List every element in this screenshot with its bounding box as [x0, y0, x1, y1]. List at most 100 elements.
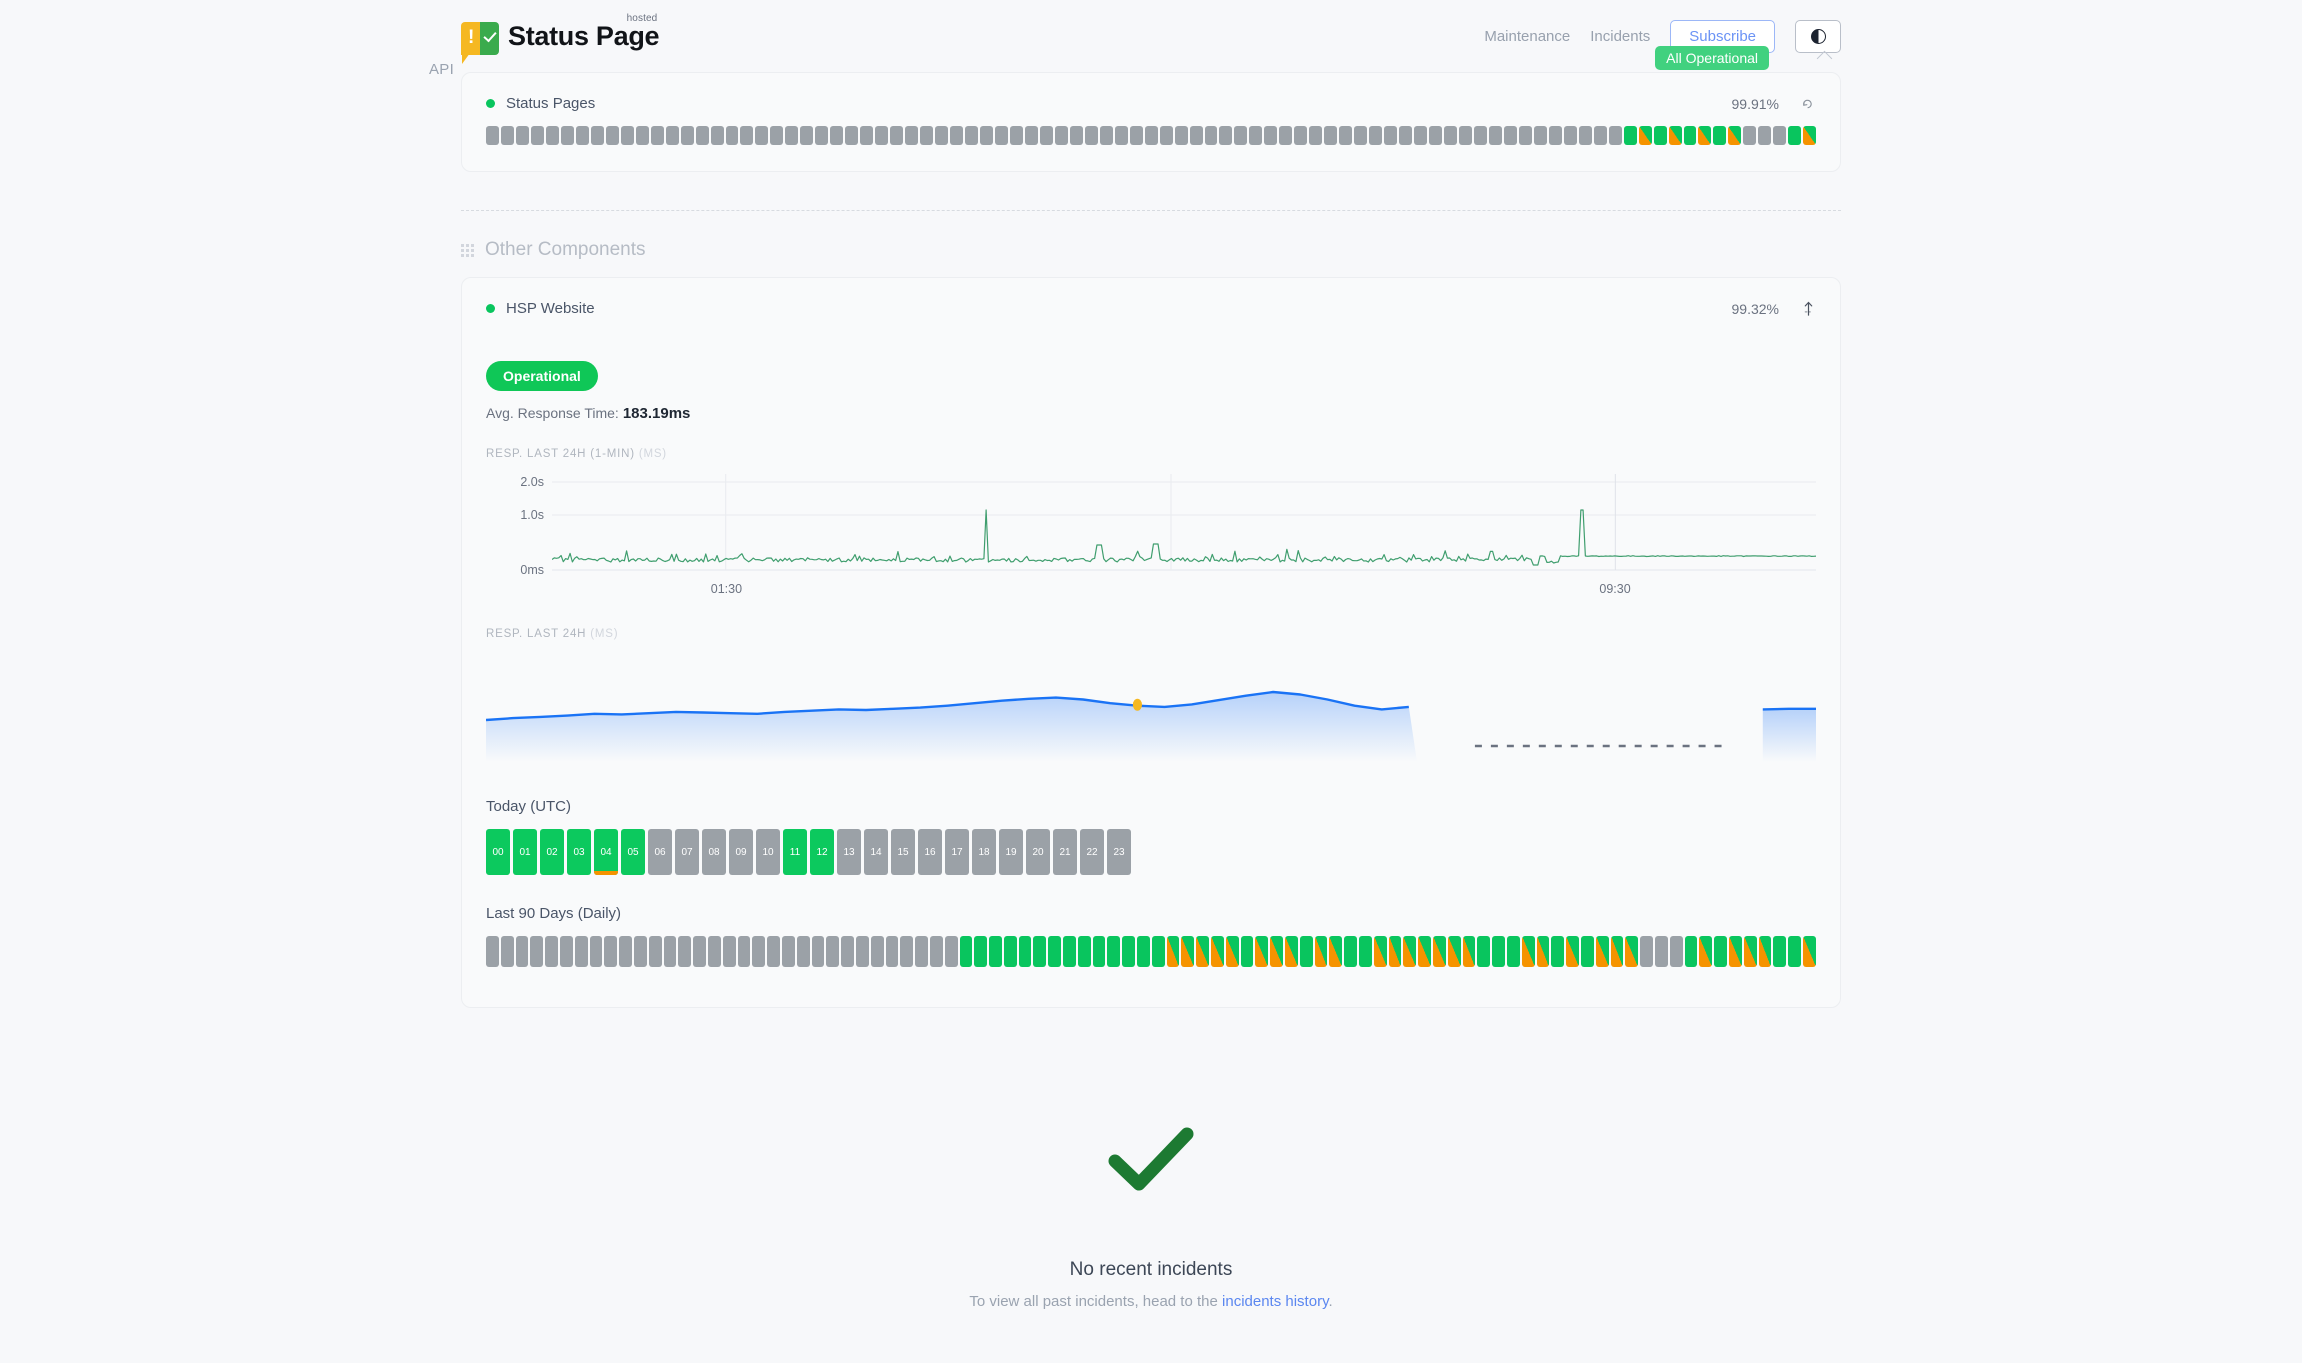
day-block[interactable]: [678, 936, 692, 967]
day-block[interactable]: [1418, 936, 1431, 967]
uptime-segment[interactable]: [890, 126, 904, 145]
uptime-segment[interactable]: [1039, 126, 1053, 145]
day-block[interactable]: [1255, 936, 1269, 967]
uptime-segment[interactable]: [1174, 126, 1188, 145]
uptime-segment[interactable]: [1728, 126, 1742, 145]
hsp-website-row[interactable]: HSP Website 99.32%: [486, 300, 1816, 317]
uptime-segment[interactable]: [635, 126, 649, 145]
day-block[interactable]: [1122, 936, 1136, 967]
uptime-segment[interactable]: [770, 126, 784, 145]
day-block[interactable]: [1447, 936, 1461, 967]
uptime-segment[interactable]: [1234, 126, 1248, 145]
day-block[interactable]: [619, 936, 632, 967]
day-block[interactable]: [1063, 936, 1076, 967]
uptime-segment[interactable]: [605, 126, 619, 145]
day-block[interactable]: [1699, 936, 1713, 967]
day-block[interactable]: [1580, 936, 1594, 967]
hour-block[interactable]: 14: [864, 829, 888, 875]
incidents-history-link[interactable]: incidents history: [1222, 1293, 1329, 1310]
day-block[interactable]: [900, 936, 914, 967]
uptime-segment[interactable]: [1159, 126, 1173, 145]
uptime-segment[interactable]: [1084, 126, 1098, 145]
day-block[interactable]: [1314, 936, 1328, 967]
day-block[interactable]: [1003, 936, 1017, 967]
day-block[interactable]: [604, 936, 618, 967]
day-block[interactable]: [811, 936, 825, 967]
day-block[interactable]: [737, 936, 751, 967]
uptime-segment[interactable]: [979, 126, 993, 145]
uptime-segment[interactable]: [1623, 126, 1637, 145]
uptime-segment[interactable]: [1668, 126, 1682, 145]
day-block[interactable]: [545, 936, 558, 967]
day-block[interactable]: [1329, 936, 1343, 967]
theme-toggle-button[interactable]: [1795, 19, 1841, 53]
hour-block[interactable]: 23: [1107, 829, 1131, 875]
day-block[interactable]: [707, 936, 721, 967]
hour-block[interactable]: 08: [702, 829, 726, 875]
uptime-segment[interactable]: [1324, 126, 1338, 145]
status-pages-row[interactable]: Status Pages 99.91%: [486, 95, 1816, 112]
uptime-segment[interactable]: [1384, 126, 1398, 145]
uptime-segment[interactable]: [1369, 126, 1383, 145]
day-block[interactable]: [1595, 936, 1609, 967]
nav-link-maintenance[interactable]: Maintenance: [1484, 27, 1571, 45]
day-block[interactable]: [1388, 936, 1402, 967]
uptime-segment[interactable]: [1563, 126, 1577, 145]
hour-block[interactable]: 04: [594, 829, 618, 875]
uptime-segment[interactable]: [590, 126, 604, 145]
day-block[interactable]: [1299, 936, 1313, 967]
day-block[interactable]: [1684, 936, 1698, 967]
day-block[interactable]: [1166, 936, 1180, 967]
hour-block[interactable]: 20: [1026, 829, 1050, 875]
uptime-segment[interactable]: [875, 126, 889, 145]
day-block[interactable]: [486, 936, 499, 967]
uptime-segment[interactable]: [1608, 126, 1622, 145]
uptime-segment[interactable]: [1638, 126, 1652, 145]
day-block[interactable]: [1654, 936, 1668, 967]
uptime-segment[interactable]: [1129, 126, 1143, 145]
hour-block[interactable]: 15: [891, 829, 915, 875]
day-block[interactable]: [959, 936, 973, 967]
hour-block[interactable]: 21: [1053, 829, 1077, 875]
uptime-segment[interactable]: [620, 126, 634, 145]
uptime-segment[interactable]: [1054, 126, 1068, 145]
uptime-segment[interactable]: [500, 126, 514, 145]
day-block[interactable]: [767, 936, 780, 967]
hour-block[interactable]: 03: [567, 829, 591, 875]
day-block[interactable]: [1477, 936, 1491, 967]
uptime-segment[interactable]: [1009, 126, 1023, 145]
day-block[interactable]: [841, 936, 854, 967]
day-block[interactable]: [1551, 936, 1565, 967]
day-block[interactable]: [1196, 936, 1210, 967]
day-block[interactable]: [1433, 936, 1446, 967]
uptime-segment[interactable]: [665, 126, 679, 145]
uptime-segment[interactable]: [575, 126, 589, 145]
uptime-segment[interactable]: [680, 126, 694, 145]
hour-block[interactable]: 18: [972, 829, 996, 875]
uptime-segment[interactable]: [755, 126, 769, 145]
hour-block[interactable]: 11: [783, 829, 807, 875]
day-block[interactable]: [693, 936, 706, 967]
day-block[interactable]: [1625, 936, 1639, 967]
day-block[interactable]: [1018, 936, 1032, 967]
uptime-segment[interactable]: [1803, 126, 1817, 145]
day-block[interactable]: [1506, 936, 1520, 967]
day-block[interactable]: [796, 936, 810, 967]
uptime-segment[interactable]: [1578, 126, 1592, 145]
day-block[interactable]: [974, 936, 988, 967]
day-block[interactable]: [1211, 936, 1224, 967]
uptime-segment[interactable]: [935, 126, 949, 145]
day-block[interactable]: [1758, 936, 1772, 967]
hour-block[interactable]: 09: [729, 829, 753, 875]
uptime-segment[interactable]: [920, 126, 934, 145]
uptime-segment[interactable]: [1683, 126, 1697, 145]
uptime-segment[interactable]: [1069, 126, 1083, 145]
day-block[interactable]: [1728, 936, 1742, 967]
hour-block[interactable]: 07: [675, 829, 699, 875]
day-block[interactable]: [1566, 936, 1579, 967]
collapse-updown-icon[interactable]: [1801, 300, 1816, 317]
day-block[interactable]: [1403, 936, 1417, 967]
uptime-segment[interactable]: [1773, 126, 1787, 145]
uptime-segment[interactable]: [950, 126, 963, 145]
day-block[interactable]: [559, 936, 573, 967]
